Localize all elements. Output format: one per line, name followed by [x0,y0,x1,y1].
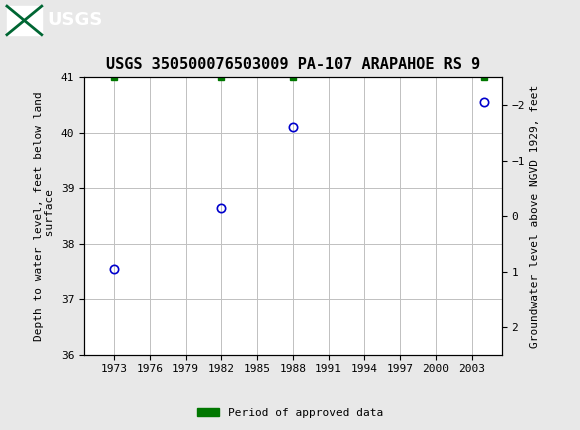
Legend: Period of approved data: Period of approved data [193,403,387,422]
Y-axis label: Depth to water level, feet below land
 surface: Depth to water level, feet below land su… [34,91,55,341]
Title: USGS 350500076503009 PA-107 ARAPAHOE RS 9: USGS 350500076503009 PA-107 ARAPAHOE RS … [106,57,480,72]
Text: USGS: USGS [48,12,103,29]
FancyBboxPatch shape [7,6,42,35]
Y-axis label: Groundwater level above NGVD 1929, feet: Groundwater level above NGVD 1929, feet [531,84,541,348]
